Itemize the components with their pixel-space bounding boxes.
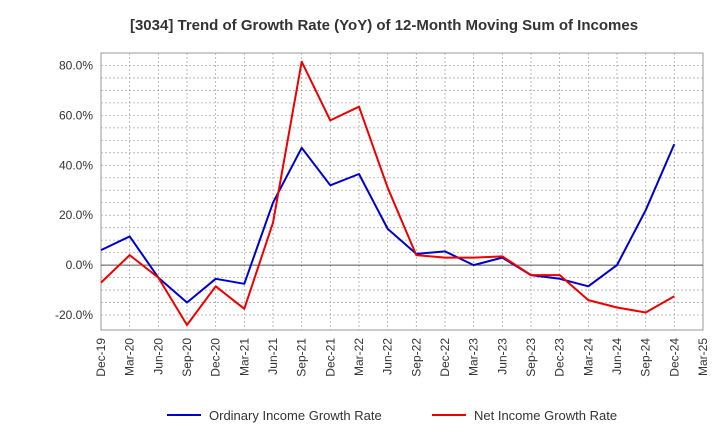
x-tick-label: Sep-20: [180, 338, 194, 377]
legend-label: Net Income Growth Rate: [474, 408, 617, 423]
x-tick-label: Dec-22: [438, 338, 452, 377]
x-axis-ticks: Dec-19 Mar-20 Jun-20 Sep-20 Dec-20 Mar-21 Jun-…: [94, 338, 710, 377]
x-tick-label: Dec-21: [323, 338, 337, 377]
x-tick-label: Dec-19: [94, 338, 108, 377]
x-tick-label: Sep-21: [295, 338, 309, 377]
x-tick-label: Mar-24: [581, 338, 595, 376]
series-lines: [100, 60, 676, 326]
x-tick-label: Mar-22: [352, 338, 366, 376]
y-tick-label: 60.0%: [59, 108, 93, 122]
legend-label: Ordinary Income Growth Rate: [209, 408, 382, 423]
x-tick-label: Dec-24: [667, 338, 681, 377]
x-tick-label: Jun-20: [151, 338, 165, 375]
plot-area: [100, 52, 704, 331]
y-tick-label: 0.0%: [66, 258, 94, 272]
series-line-1: [100, 143, 676, 304]
x-tick-label: Mar-21: [237, 338, 251, 376]
x-tick-label: Sep-23: [524, 338, 538, 377]
x-tick-label: Mar-23: [467, 338, 481, 376]
gridlines: [101, 53, 703, 330]
chart-title: [3034] Trend of Growth Rate (YoY) of 12-…: [130, 17, 638, 34]
y-axis-ticks: -20.0% 0.0% 20.0% 40.0% 60.0% 80.0%: [55, 58, 93, 322]
series-line-2: [100, 60, 675, 326]
x-tick-label: Mar-20: [123, 338, 137, 376]
y-tick-label: -20.0%: [55, 308, 93, 322]
y-tick-label: 80.0%: [59, 58, 93, 72]
x-tick-label: Jun-21: [266, 338, 280, 375]
legend: Ordinary Income Growth Rate Net Income Gr…: [167, 408, 617, 423]
x-tick-label: Dec-23: [553, 338, 567, 377]
x-tick-label: Mar-25: [696, 338, 710, 376]
x-tick-label: Jun-24: [610, 338, 624, 375]
x-tick-label: Sep-24: [639, 338, 653, 377]
x-tick-label: Dec-20: [209, 338, 223, 377]
x-tick-label: Jun-23: [495, 338, 509, 375]
x-tick-label: Jun-22: [381, 338, 395, 375]
y-tick-label: 40.0%: [59, 158, 93, 172]
y-tick-label: 20.0%: [59, 208, 93, 222]
x-tick-label: Sep-22: [409, 338, 423, 377]
